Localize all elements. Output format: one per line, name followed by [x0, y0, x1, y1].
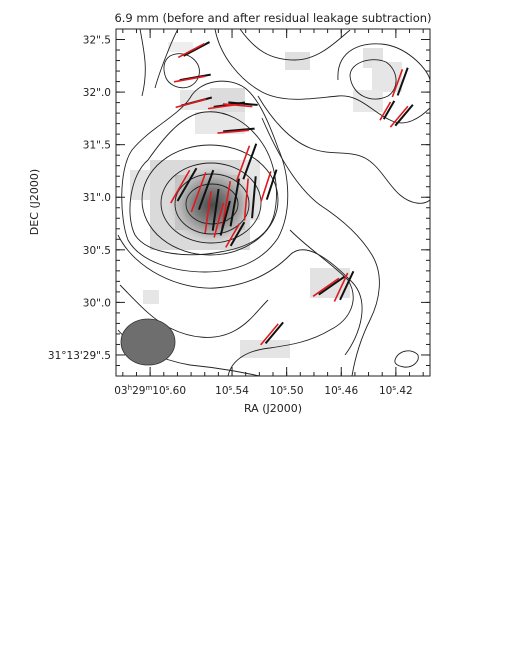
contour-level: [141, 144, 279, 256]
contour-level: [239, 29, 351, 61]
y-tick-labels: 32".5 32".0 31".5 31".0 30".5 30".0 31°13'29".…: [48, 35, 111, 362]
y-tick-label: 30".5: [83, 245, 111, 257]
tick-marks: [116, 28, 430, 377]
vector-before: [396, 67, 409, 96]
vector-before: [228, 101, 258, 106]
vector-after: [312, 277, 340, 297]
contour-level: [117, 234, 363, 356]
contour-level: [139, 29, 146, 97]
vector-before: [265, 169, 278, 200]
vector-after: [260, 323, 279, 346]
contour-level: [261, 117, 380, 376]
intensity-pixel: [143, 290, 159, 304]
x-tick-label: 10s.50: [270, 384, 304, 397]
vector-before: [229, 221, 246, 247]
vector-after: [235, 145, 251, 182]
intensity-pixel: [168, 42, 193, 52]
contour-level: [154, 29, 179, 89]
vector-before: [229, 178, 240, 227]
y-axis-label: DEC (J2000): [28, 169, 41, 235]
y-tick-label: 31".5: [83, 140, 111, 152]
y-tick-label: 32".0: [83, 87, 111, 99]
vector-before: [242, 143, 258, 180]
vector-before: [394, 104, 414, 127]
vector-before: [264, 321, 284, 345]
contour-level: [337, 43, 430, 81]
vector-after: [204, 191, 212, 234]
chart-title: 6.9 mm (before and after residual leakag…: [114, 11, 431, 25]
vector-after: [260, 171, 272, 202]
vector-after: [391, 69, 404, 98]
vector-before: [339, 270, 355, 301]
x-axis-label: RA (J2000): [244, 402, 302, 415]
intensity-pixel: [210, 88, 245, 113]
intensity-pixel: [195, 112, 245, 134]
y-tick-label: 31°13'29".5: [48, 350, 111, 362]
y-tick-label: 32".5: [83, 35, 111, 47]
beam-ellipse: [120, 318, 176, 366]
contour-level: [214, 29, 430, 124]
vector-after: [389, 105, 409, 128]
vector-before: [318, 275, 346, 296]
vector-before: [211, 188, 220, 231]
contour-lines: [117, 29, 430, 376]
vector-before: [197, 169, 215, 210]
contour-level: [349, 59, 397, 100]
vector-after: [213, 202, 225, 238]
vector-before: [219, 200, 231, 236]
intensity-pixel: [285, 52, 310, 70]
x-tick-label: 03h29m10s.60: [114, 384, 186, 397]
vector-before: [382, 100, 396, 120]
vector-after: [379, 101, 392, 121]
vector-before: [183, 41, 211, 57]
vector-after: [190, 172, 207, 213]
vector-after: [217, 129, 249, 134]
vector-after: [333, 272, 349, 302]
polarization-vectors: [170, 41, 414, 346]
contour-level: [394, 350, 419, 368]
vector-before: [223, 127, 255, 133]
contour-level: [227, 229, 354, 376]
vector-after: [221, 181, 232, 230]
contour-level: [257, 95, 430, 204]
vector-after: [173, 75, 206, 83]
vector-after: [243, 178, 249, 221]
contour-level: [129, 111, 277, 256]
vector-after: [170, 169, 191, 204]
plot-area: [117, 29, 430, 376]
y-tick-label: 31".0: [83, 192, 111, 204]
vector-before: [176, 167, 198, 202]
vector-after: [175, 98, 207, 109]
x-tick-label: 10s.46: [324, 384, 358, 397]
vector-before: [251, 176, 257, 219]
x-tick-label: 10s.42: [379, 384, 413, 397]
y-tick-label: 30".0: [83, 297, 111, 309]
intensity-pixel: [353, 90, 383, 112]
vector-after: [177, 42, 205, 59]
vector-after: [225, 223, 241, 248]
contour-level: [160, 162, 262, 244]
contour-level: [185, 183, 239, 225]
contour-level: [119, 284, 269, 338]
intensity-pixel: [372, 62, 402, 92]
x-tick-label: 10s.54: [215, 384, 249, 397]
vector-after: [222, 103, 253, 108]
contour-level: [121, 80, 289, 273]
contour-level: [163, 53, 200, 89]
x-tick-labels: 03h29m10s.60 10s.54 10s.50 10s.46 10s.42: [114, 384, 412, 397]
